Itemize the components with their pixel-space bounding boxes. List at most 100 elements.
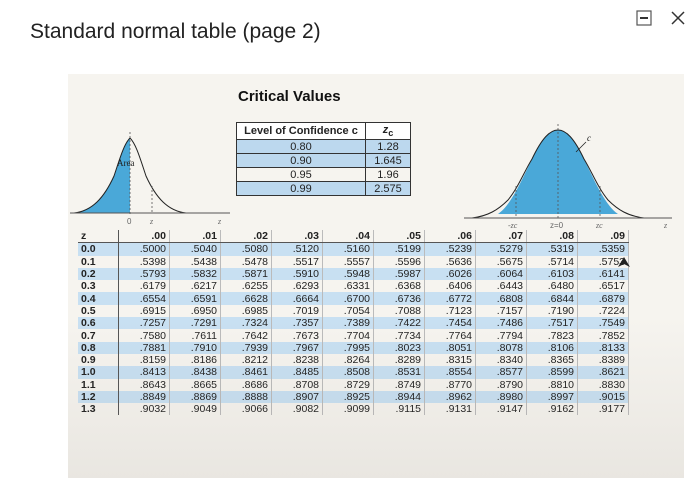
right-central-curve: c -zc z=0 zc z xyxy=(464,124,672,230)
probability-cell: .8264 xyxy=(322,353,374,367)
zc-value: 1.28 xyxy=(365,139,411,154)
table-row: 0.6.7257.7291.7324.7357.7389.7422.7454.7… xyxy=(78,317,629,330)
probability-cell: .7881 xyxy=(118,341,170,354)
probability-cell: .8643 xyxy=(118,378,170,391)
probability-cell: .6664 xyxy=(271,292,323,305)
window-title: Standard normal table (page 2) xyxy=(30,20,321,43)
decimal-column-header: .00 xyxy=(118,230,170,244)
probability-cell: .7486 xyxy=(475,317,527,330)
table-row: 0.1.5398.5438.5478.5517.5557.5596.5636.5… xyxy=(78,255,629,268)
probability-cell: .6844 xyxy=(526,292,578,305)
z-value: 1.3 xyxy=(78,403,119,416)
probability-cell: .7088 xyxy=(373,304,425,318)
table-row: 0.3.6179.6217.6255.6293.6331.6368.6406.6… xyxy=(78,280,629,293)
probability-cell: .7517 xyxy=(526,317,578,330)
probability-cell: .5160 xyxy=(322,242,374,256)
left-curve-shaded-area xyxy=(74,138,130,213)
probability-cell: .7823 xyxy=(526,329,578,342)
decimal-column-header: .03 xyxy=(271,230,323,244)
probability-cell: .7324 xyxy=(220,317,272,330)
probability-cell: .6103 xyxy=(526,267,578,281)
probability-cell: .5080 xyxy=(220,242,272,256)
probability-cell: .8485 xyxy=(271,366,323,379)
decimal-column-header: .07 xyxy=(475,230,527,244)
probability-cell: .8729 xyxy=(322,378,374,391)
probability-cell: .8997 xyxy=(526,390,578,404)
probability-cell: .5120 xyxy=(271,242,323,256)
left-axis-label-0: 0 xyxy=(127,217,132,226)
probability-cell: .7291 xyxy=(169,317,221,330)
probability-cell: .7257 xyxy=(118,317,170,330)
probability-cell: .8389 xyxy=(577,353,629,367)
confidence-value: 0.99 xyxy=(236,181,366,196)
probability-cell: .5000 xyxy=(118,242,170,256)
probability-cell: .7642 xyxy=(220,329,272,342)
z-value: 0.7 xyxy=(78,329,119,342)
z-value: 0.6 xyxy=(78,317,119,330)
confidence-value: 0.90 xyxy=(236,153,366,168)
probability-cell: .8749 xyxy=(373,378,425,391)
probability-cell: .5871 xyxy=(220,267,272,281)
close-icon[interactable] xyxy=(668,8,688,28)
critical-values-row: 0.95 1.96 xyxy=(236,167,411,182)
probability-cell: .5714 xyxy=(526,255,578,268)
probability-cell: .5910 xyxy=(271,267,323,281)
zc-value: 2.575 xyxy=(365,181,411,196)
probability-cell: .8106 xyxy=(526,341,578,354)
z-value: 0.5 xyxy=(78,304,119,318)
z-value: 0.3 xyxy=(78,280,119,293)
probability-cell: .7389 xyxy=(322,317,374,330)
probability-cell: .7580 xyxy=(118,329,170,342)
probability-cell: .8925 xyxy=(322,390,374,404)
probability-cell: .8686 xyxy=(220,378,272,391)
window-controls xyxy=(634,8,688,28)
probability-cell: .8770 xyxy=(424,378,476,391)
probability-cell: .6406 xyxy=(424,280,476,293)
probability-cell: .9049 xyxy=(169,403,221,416)
left-area-curve: Area 0 z z xyxy=(70,132,230,226)
probability-cell: .8315 xyxy=(424,353,476,367)
probability-cell: .9115 xyxy=(373,403,425,416)
probability-cell: .5948 xyxy=(322,267,374,281)
minimize-icon[interactable] xyxy=(634,8,654,28)
probability-cell: .5398 xyxy=(118,255,170,268)
probability-cell: .5596 xyxy=(373,255,425,268)
decimal-column-header: .08 xyxy=(526,230,578,244)
probability-cell: .8810 xyxy=(526,378,578,391)
probability-cell: .5438 xyxy=(169,255,221,268)
probability-cell: .6480 xyxy=(526,280,578,293)
probability-cell: .8461 xyxy=(220,366,272,379)
probability-cell: .7357 xyxy=(271,317,323,330)
decimal-column-header: .02 xyxy=(220,230,272,244)
table-row: 0.0.5000.5040.5080.5120.5160.5199.5239.5… xyxy=(78,242,629,256)
z-value: 0.4 xyxy=(78,292,119,305)
critical-values-title: Critical Values xyxy=(238,88,341,105)
neg-zc-label: -zc xyxy=(508,221,518,230)
probability-cell: .7673 xyxy=(271,329,323,342)
c-label: c xyxy=(587,133,591,143)
probability-cell: .7852 xyxy=(577,329,629,342)
probability-cell: .7910 xyxy=(169,341,221,354)
probability-cell: .5239 xyxy=(424,242,476,256)
probability-cell: .8238 xyxy=(271,353,323,367)
probability-cell: .7764 xyxy=(424,329,476,342)
confidence-value: 0.80 xyxy=(236,139,366,154)
probability-cell: .7734 xyxy=(373,329,425,342)
critical-values-row: 0.80 1.28 xyxy=(236,139,411,154)
probability-cell: .6628 xyxy=(220,292,272,305)
probability-cell: .9162 xyxy=(526,403,578,416)
probability-cell: .8849 xyxy=(118,390,170,404)
critical-values-table: Level of Confidence c zc 0.80 1.28 0.90 … xyxy=(236,122,411,196)
probability-cell: .8830 xyxy=(577,378,629,391)
left-axis-label-z: z xyxy=(149,217,154,226)
probability-cell: .6443 xyxy=(475,280,527,293)
table-row: 1.1.8643.8665.8686.8708.8729.8749.8770.8… xyxy=(78,378,629,391)
table-row: 1.2.8849.8869.8888.8907.8925.8944.8962.8… xyxy=(78,390,629,404)
decimal-column-header: .09 xyxy=(577,230,629,244)
probability-cell: .8438 xyxy=(169,366,221,379)
z-value: 0.9 xyxy=(78,353,119,367)
z-value: 1.0 xyxy=(78,366,119,379)
right-axis-end-label: z xyxy=(663,221,668,230)
decimal-column-header: .04 xyxy=(322,230,374,244)
probability-cell: .6985 xyxy=(220,304,272,318)
